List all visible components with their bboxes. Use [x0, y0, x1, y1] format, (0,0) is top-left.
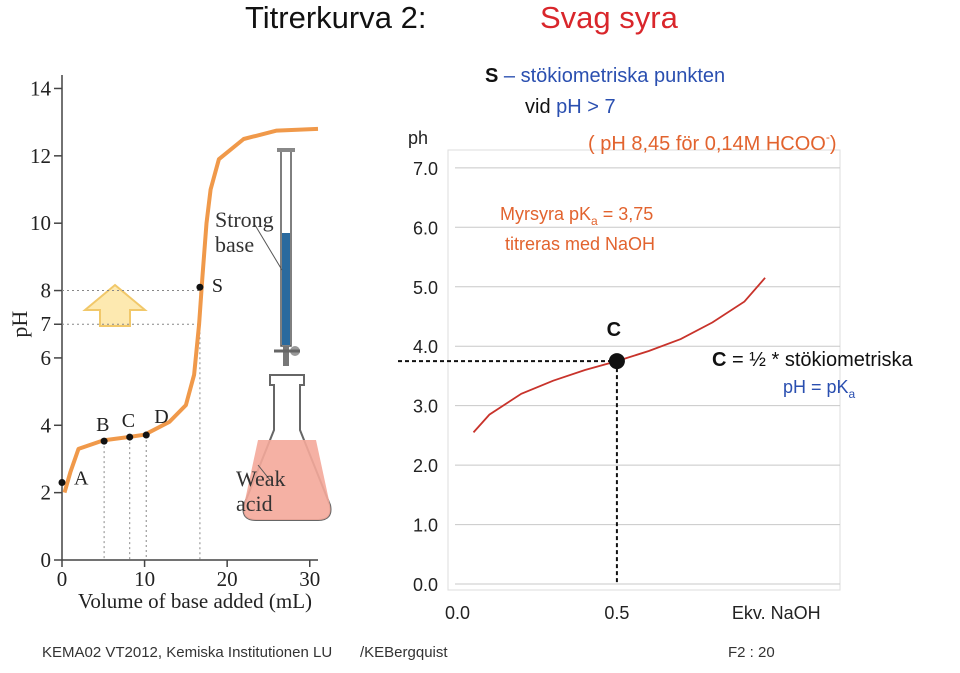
- annotation-part: = ½ * stökiometriska: [726, 349, 913, 371]
- y-tick-label: 1.0: [413, 516, 438, 536]
- plot-area: [447, 149, 841, 591]
- curve: [62, 126, 319, 494]
- pointer: [257, 464, 271, 481]
- y-tick-label: 0: [41, 548, 52, 572]
- point-label: C: [607, 319, 621, 341]
- annotation-part: vid: [525, 96, 556, 118]
- annotation: ( pH 8,45 för 0,14M HCOO-): [588, 130, 837, 155]
- y-tick-label: 5.0: [413, 278, 438, 298]
- annotation-part: pH > 7: [556, 96, 615, 118]
- annotation-part: S: [485, 65, 498, 87]
- annotation: Myrsyra pKa = 3,75: [500, 204, 653, 228]
- point-label: B: [96, 414, 109, 436]
- x-tick-label: 10: [134, 567, 155, 591]
- pointer: [254, 224, 283, 271]
- annotation: acid: [236, 491, 273, 516]
- footer: F2 : 20: [728, 644, 775, 661]
- annotation: pH = pKa: [783, 377, 856, 401]
- point: [608, 353, 625, 370]
- annotation: C = ½ * stökiometriska: [712, 349, 914, 371]
- slide-title-highlight: Svag syra: [540, 0, 679, 35]
- annotation-part: a: [849, 387, 856, 401]
- y-tick-label: 0.0: [413, 575, 438, 595]
- y-tick-label: 10: [30, 211, 51, 235]
- slide-title: Titrerkurva 2:: [245, 0, 426, 35]
- y-tick-label: 6: [41, 346, 52, 370]
- annotation: titreras med NaOH: [505, 234, 655, 254]
- point-label: C: [122, 410, 135, 432]
- x-tick-label: 30: [299, 567, 320, 591]
- x-tick-label: 0.0: [445, 603, 470, 623]
- annotation-part: a: [591, 214, 598, 228]
- x-tick-label: Ekv. NaOH: [732, 603, 821, 623]
- annotation-part: ( pH 8,45 för 0,14M HCOO: [588, 133, 826, 155]
- point-label: S: [212, 275, 223, 297]
- footer: KEMA02 VT2012, Kemiska Institutionen LU: [42, 644, 332, 661]
- annotation-part: Myrsyra pK: [500, 204, 591, 224]
- x-tick-label: 0: [57, 567, 68, 591]
- annotation: base: [215, 232, 254, 257]
- y-axis-label: pH: [7, 311, 32, 338]
- flask: [242, 374, 332, 521]
- point: [196, 283, 204, 291]
- y-tick-label: 14: [30, 76, 52, 100]
- annotation-part: C: [712, 349, 726, 371]
- annotation-part: – stökiometriska punkten: [498, 65, 725, 87]
- annotation-part: = 3,75: [598, 204, 654, 224]
- annotation: Strong: [215, 207, 274, 232]
- annotation: vid pH > 7: [525, 96, 616, 118]
- y-tick-label: 2.0: [413, 456, 438, 476]
- y-tick-label: 12: [30, 144, 51, 168]
- footer: /KEBergquist: [360, 644, 448, 661]
- y-tick-label: 3.0: [413, 397, 438, 417]
- burette: [274, 148, 300, 366]
- point-label: D: [154, 406, 168, 428]
- y-tick-label: 2: [41, 481, 52, 505]
- annotation: S – stökiometriska punkten: [485, 65, 725, 87]
- annotation-part: -: [826, 130, 830, 144]
- y-tick-label: 8: [41, 279, 52, 303]
- x-tick-label: 20: [217, 567, 238, 591]
- point: [100, 437, 108, 445]
- point: [58, 479, 66, 487]
- point: [142, 431, 150, 439]
- point: [126, 433, 134, 441]
- up-arrow: [82, 283, 148, 327]
- y-tick-label: 4: [41, 413, 52, 437]
- y-tick-label: 7.0: [413, 159, 438, 179]
- x-tick-label: 0.5: [604, 603, 629, 623]
- y-tick-label: 7: [41, 312, 52, 336]
- annotation-part: pH = pK: [783, 377, 849, 397]
- annotation-part: ): [830, 133, 837, 155]
- y-tick-label: 4.0: [413, 337, 438, 357]
- annotation: Weak: [236, 466, 286, 491]
- y-axis-label: ph: [408, 128, 428, 148]
- y-tick-label: 6.0: [413, 218, 438, 238]
- point-label: A: [74, 468, 89, 490]
- x-axis-label: Volume of base added (mL): [78, 589, 312, 613]
